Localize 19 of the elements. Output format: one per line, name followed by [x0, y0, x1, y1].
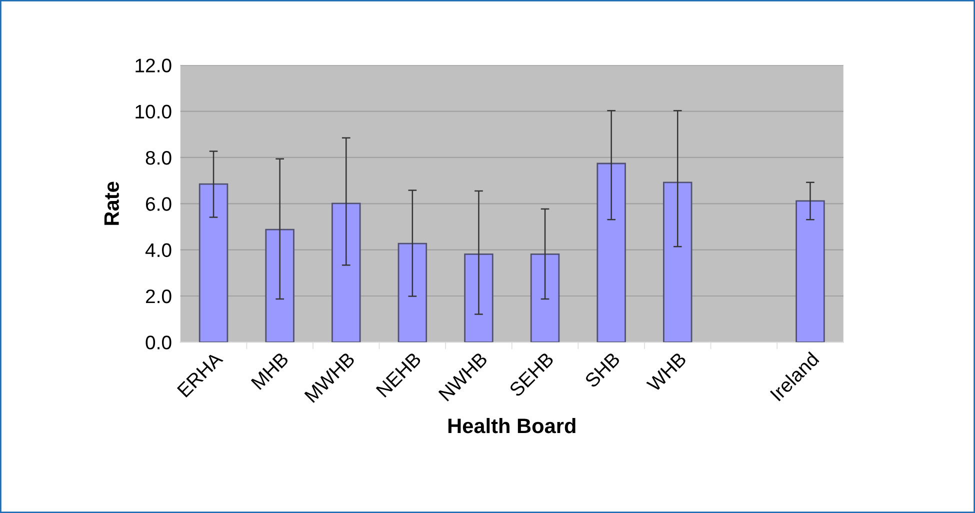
y-tick-label: 4.0 — [145, 243, 172, 258]
y-tick-label: 12.0 — [136, 58, 172, 72]
bar — [596, 162, 626, 342]
y-axis-title: Rate — [104, 182, 119, 225]
bar — [332, 202, 361, 342]
y-tick-label: 2.0 — [146, 289, 172, 304]
bar — [398, 242, 428, 342]
y-tick-label: 10.0 — [136, 104, 172, 119]
x-tick-label: SHB — [584, 352, 621, 388]
x-axis-title: Health Board — [448, 418, 576, 434]
bar — [198, 183, 228, 342]
y-tick-label: 0.0 — [146, 336, 172, 350]
bar — [530, 254, 560, 342]
bar — [464, 254, 494, 342]
y-tick-label: 6.0 — [146, 197, 172, 211]
bar — [796, 200, 825, 342]
bar — [663, 182, 692, 342]
bar — [265, 228, 294, 342]
y-tick-label: 8.0 — [146, 150, 172, 165]
